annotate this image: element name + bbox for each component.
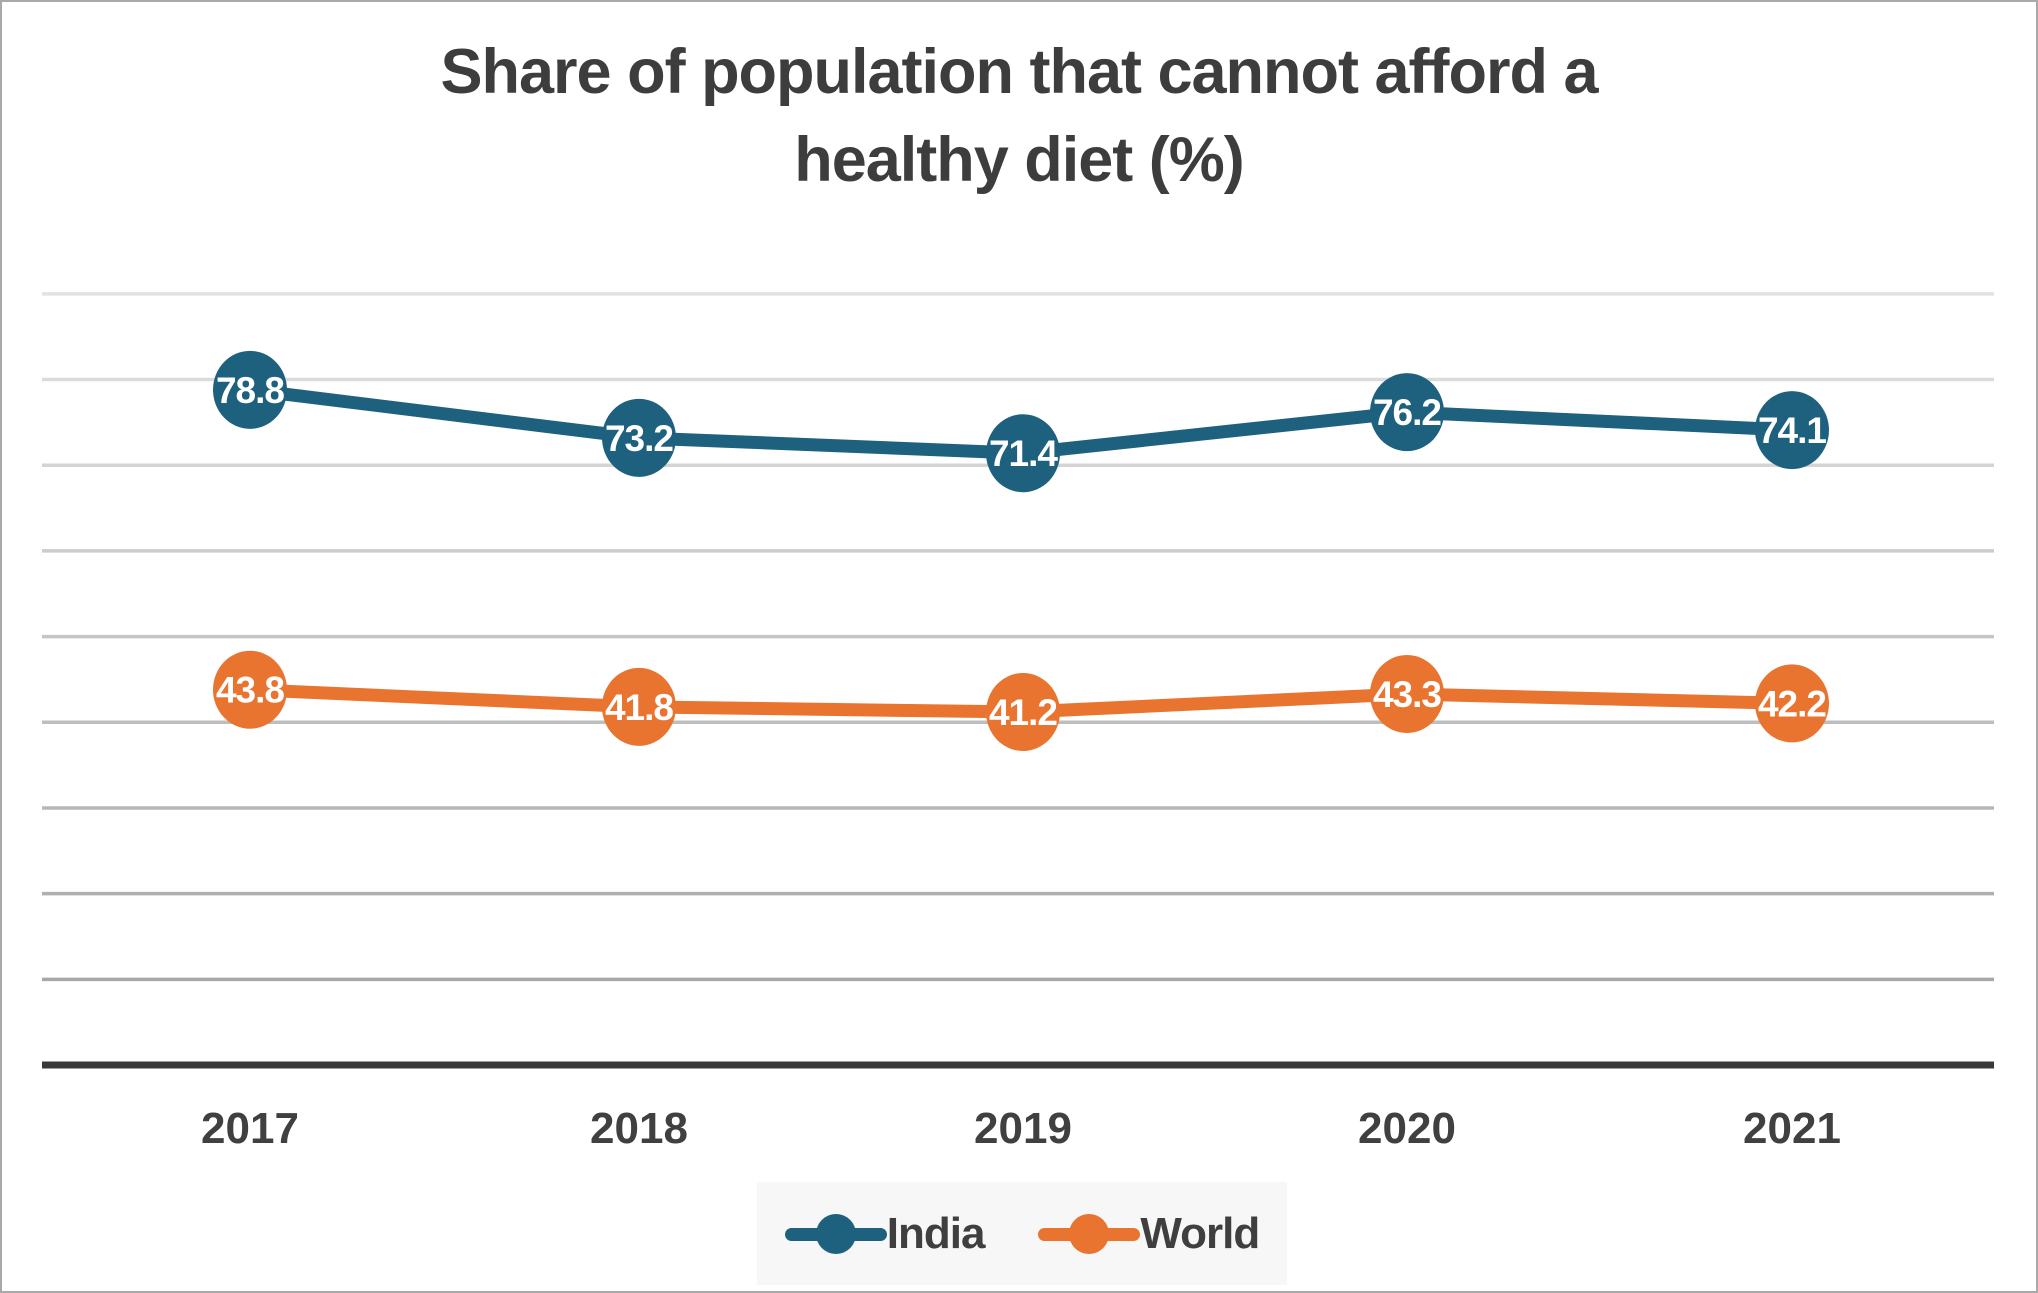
marker-world-2021 xyxy=(1755,664,1829,743)
x-tick-label-2019: 2019 xyxy=(974,1104,1072,1153)
chart-title-line-2: healthy diet (%) xyxy=(794,125,1245,195)
legend-item-india: India xyxy=(784,1208,986,1259)
data-label-world-2019: 41.2 xyxy=(989,692,1057,733)
marker-india-2019 xyxy=(986,414,1060,493)
marker-world-2017 xyxy=(213,650,287,729)
legend-label-world: World xyxy=(1140,1208,1260,1258)
marker-world-2020 xyxy=(1370,655,1444,734)
legend-item-world: World xyxy=(1038,1208,1260,1259)
x-tick-label-2020: 2020 xyxy=(1358,1104,1456,1153)
world-line-marker-icon xyxy=(1038,1213,1141,1255)
marker-world-2019 xyxy=(986,672,1060,751)
x-tick-label-2017: 2017 xyxy=(201,1104,299,1153)
data-label-world-2020: 43.3 xyxy=(1373,674,1441,715)
chart-title-line-1: Share of population that cannot afford a xyxy=(440,37,1599,107)
data-label-india-2021: 74.1 xyxy=(1758,410,1826,451)
marker-india-2018 xyxy=(602,398,676,477)
india-line-marker-icon xyxy=(784,1213,887,1255)
x-tick-label-2021: 2021 xyxy=(1743,1104,1841,1153)
x-tick-label-2018: 2018 xyxy=(590,1104,688,1153)
marker-india-2020 xyxy=(1370,373,1444,452)
marker-india-2021 xyxy=(1755,391,1829,470)
data-label-world-2018: 41.8 xyxy=(605,687,673,728)
marker-world-2018 xyxy=(602,667,676,746)
data-label-india-2019: 71.4 xyxy=(989,433,1058,474)
marker-india-2017 xyxy=(213,350,287,429)
chart-title: Share of population that cannot afford a… xyxy=(2,28,2036,204)
data-label-world-2021: 42.2 xyxy=(1758,683,1826,724)
data-label-world-2017: 43.8 xyxy=(216,670,284,711)
legend: India World xyxy=(757,1182,1287,1285)
data-label-india-2017: 78.8 xyxy=(216,370,284,411)
data-label-india-2018: 73.2 xyxy=(605,418,673,459)
data-label-india-2020: 76.2 xyxy=(1373,392,1441,433)
legend-label-india: India xyxy=(886,1208,986,1258)
